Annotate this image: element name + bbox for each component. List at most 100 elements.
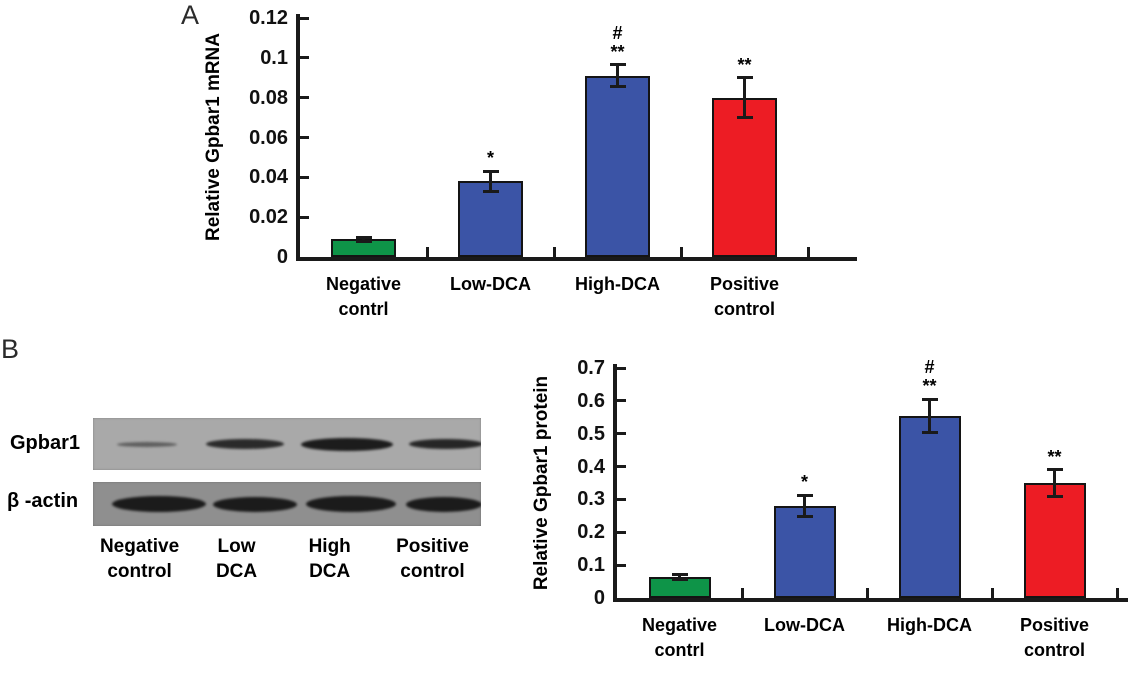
- blot-band-lane-2: [206, 439, 284, 449]
- bar-positive-control: [712, 97, 777, 257]
- y-axis-tick: [300, 136, 309, 139]
- error-bar-line: [803, 495, 806, 517]
- y-axis-tick: [617, 497, 626, 501]
- x-axis-tick: [425, 247, 429, 257]
- blot-band-lane-1: [116, 441, 177, 447]
- error-bar-cap-top: [609, 63, 626, 67]
- blot-band-lane-3: [301, 437, 394, 451]
- x-category-label: Low-DCA: [450, 274, 531, 294]
- y-axis-tick: [617, 399, 626, 403]
- y-axis-tick-label: 0.2: [577, 521, 605, 544]
- error-bar-line: [678, 574, 681, 580]
- error-bar-line: [362, 237, 365, 242]
- blot-band-lane-4: [406, 496, 481, 512]
- bar-low-dca: [773, 506, 836, 598]
- error-bar-cap-bottom: [671, 578, 688, 582]
- error-bar-line: [489, 171, 492, 192]
- x-category-label: Negative contrl: [641, 615, 718, 660]
- error-bar-cap-top: [1046, 468, 1063, 472]
- blot-strip-beta-actin: [93, 482, 481, 526]
- bar-high-dca: [585, 75, 650, 257]
- y-axis-tick-label: 0.02: [249, 206, 288, 229]
- y-axis-tick-label: 0.4: [577, 455, 605, 478]
- error-bar-cap-bottom: [1046, 494, 1063, 498]
- significance-annotation: # **: [610, 22, 625, 62]
- significance-annotation: **: [737, 54, 752, 75]
- x-axis-tick: [865, 588, 869, 598]
- bar-positive-control: [1023, 483, 1086, 598]
- y-axis-tick-label: 0.1: [260, 46, 288, 69]
- x-category-label: Negative contrl: [325, 274, 402, 319]
- error-bar-line: [928, 399, 931, 433]
- x-axis-tick: [1115, 588, 1119, 598]
- y-axis-tick: [300, 175, 309, 179]
- blot-row-label-gpbar1: Gpbar1: [10, 432, 81, 454]
- error-bar-line: [616, 64, 619, 87]
- y-axis-tick-label: 0.08: [249, 86, 288, 109]
- error-bar-cap-top: [482, 169, 499, 173]
- y-axis-tick-label: 0.5: [577, 422, 605, 445]
- y-axis-tick: [300, 16, 309, 20]
- error-bar-cap-bottom: [355, 239, 372, 243]
- error-bar-cap-top: [671, 573, 688, 577]
- y-axis-tick: [300, 215, 309, 219]
- error-bar-cap-top: [736, 76, 753, 80]
- panel-b-label: B: [1, 334, 20, 364]
- y-axis-tick-label: 0.1: [577, 554, 605, 577]
- y-axis-tick: [617, 563, 626, 567]
- y-axis-tick-label: 0.12: [249, 7, 288, 29]
- blot-row-label-beta-actin: β -actin: [7, 490, 79, 512]
- blot-band-lane-4: [409, 439, 481, 449]
- error-bar-cap-top: [921, 397, 938, 401]
- blot-band-lane-3: [306, 496, 397, 512]
- gpbar1-mrna-bar-chart: Relative Gpbar1 mRNA 0 0.02 0.04 0.06 0.08 0.…: [180, 0, 890, 335]
- error-bar-line: [743, 77, 746, 118]
- x-axis-tick: [990, 588, 994, 598]
- x-category-label: High-DCA: [887, 615, 972, 635]
- blot-lane-label-low-dca: Low DCA: [215, 536, 258, 582]
- blot-lane-label-positive-control: Positive control: [396, 536, 469, 582]
- y-axis: [613, 364, 617, 602]
- x-category-label: High-DCA: [575, 274, 660, 294]
- y-axis-tick-label: 0.7: [577, 357, 605, 379]
- blot-lane-label-high-dca: High DCA: [308, 536, 351, 582]
- error-bar-cap-top: [796, 493, 813, 497]
- blot-lane-label-negative-control: Negative control: [99, 536, 180, 582]
- x-axis-tick: [740, 588, 744, 598]
- bar-low-dca: [458, 181, 523, 257]
- error-bar-cap-bottom: [796, 515, 813, 519]
- error-bar-cap-bottom: [482, 189, 499, 193]
- y-axis-tick: [300, 96, 309, 100]
- x-category-label: Positive control: [709, 274, 780, 319]
- x-axis-tick: [552, 247, 556, 257]
- blot-band-lane-2: [213, 496, 298, 512]
- blot-lane-labels: Negative control Low DCA High DCA Positive …: [93, 534, 481, 594]
- significance-annotation: *: [800, 472, 808, 493]
- blot-band-lane-1: [112, 496, 206, 512]
- y-axis-tick: [617, 465, 626, 469]
- x-axis: [296, 257, 857, 261]
- y-axis-tick: [617, 432, 626, 436]
- y-axis-tick-label: 0: [276, 246, 288, 268]
- bar-high-dca: [898, 415, 961, 598]
- x-category-label: Low-DCA: [764, 615, 845, 635]
- y-axis-tick-label: 0.6: [577, 389, 605, 412]
- significance-annotation: # **: [922, 357, 937, 397]
- gpbar1-protein-bar-chart: Relative Gpbar1 protein 0 0.1 0.2 0.3 0.4 0.5…: [525, 340, 1145, 673]
- x-axis-tick: [806, 247, 810, 257]
- error-bar-cap-bottom: [736, 116, 753, 120]
- y-axis-tick: [617, 530, 626, 534]
- error-bar-line: [1053, 469, 1056, 497]
- x-axis-tick: [679, 247, 683, 257]
- y-axis: [296, 14, 300, 261]
- error-bar-cap-top: [355, 235, 372, 239]
- error-bar-cap-bottom: [609, 85, 626, 89]
- y-axis-tick: [617, 366, 626, 370]
- significance-annotation: *: [486, 148, 494, 169]
- x-category-label: Positive control: [1019, 615, 1090, 660]
- y-axis-tick-label: 0: [593, 587, 605, 609]
- blot-strip-gpbar1: [93, 418, 481, 470]
- y-axis-tick-label: 0.06: [249, 126, 288, 149]
- y-axis-tick: [300, 56, 309, 60]
